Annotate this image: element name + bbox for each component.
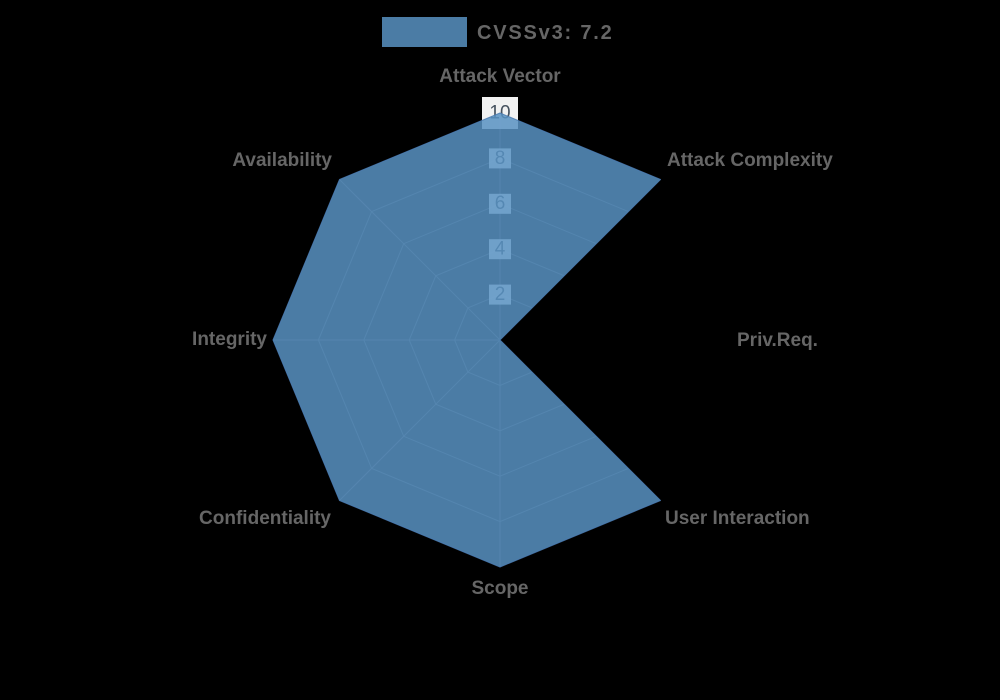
svg-text:Attack Vector: Attack Vector	[439, 66, 561, 87]
svg-text:Availability: Availability	[232, 150, 332, 171]
svg-text:Scope: Scope	[471, 578, 528, 599]
svg-text:User Interaction: User Interaction	[665, 508, 810, 529]
svg-text:Confidentiality: Confidentiality	[199, 508, 331, 529]
svg-text:CVSSv3: 7.2: CVSSv3: 7.2	[477, 22, 614, 44]
svg-text:Priv.Req.: Priv.Req.	[737, 330, 818, 351]
svg-text:Attack Complexity: Attack Complexity	[667, 150, 833, 171]
svg-text:Integrity: Integrity	[192, 329, 267, 350]
